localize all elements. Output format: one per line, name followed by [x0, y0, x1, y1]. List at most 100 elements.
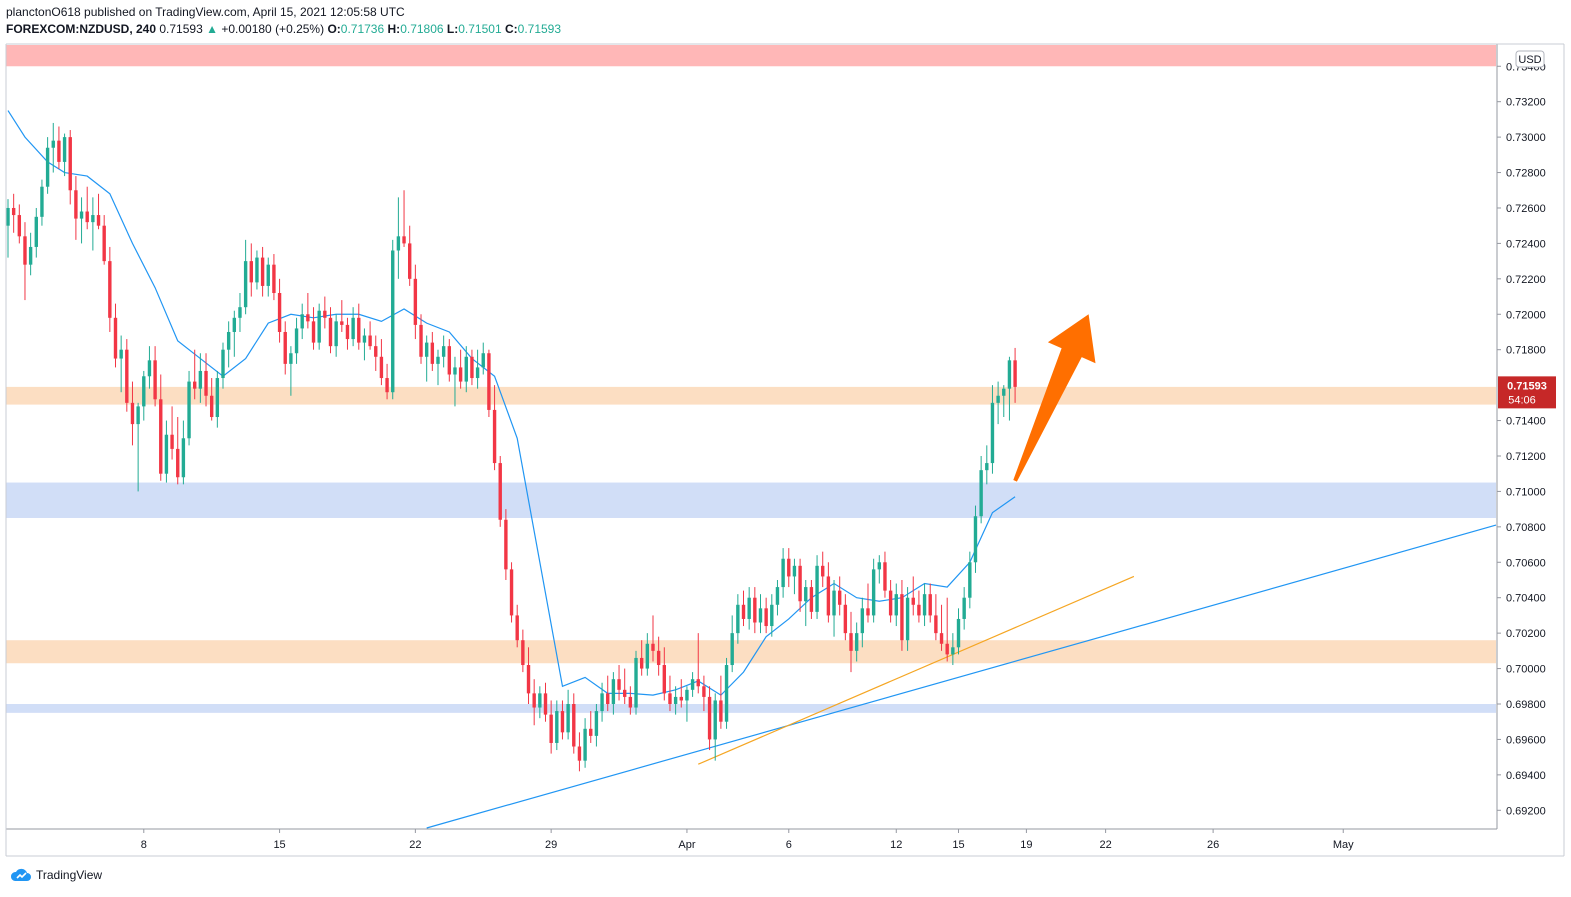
candle-body [905, 597, 910, 641]
candle-body [187, 381, 191, 439]
candle-body [487, 353, 491, 410]
time-tick-label: 12 [890, 839, 902, 851]
candle [226, 321, 231, 368]
candle-body [837, 590, 842, 605]
candle [6, 199, 10, 258]
candle [690, 672, 695, 697]
close-value: 0.71593 [517, 22, 562, 36]
candle-body [764, 608, 768, 627]
candle-body [645, 643, 650, 669]
candle-body [668, 693, 672, 704]
candle [634, 650, 638, 715]
candle [549, 700, 553, 754]
zone-red-0 [6, 45, 1496, 67]
candle [40, 179, 44, 226]
candle-body [113, 317, 118, 359]
currency-badge[interactable]: USD [1515, 50, 1545, 68]
candle [730, 615, 734, 673]
candle-body [85, 211, 89, 223]
price-tick-label: 0.71200 [1506, 451, 1546, 463]
candle-body [345, 324, 350, 340]
moving-average-line [7, 110, 1016, 696]
candle-body [696, 679, 700, 687]
candle-body [294, 328, 299, 354]
candle [1002, 385, 1006, 418]
candle-body [826, 576, 831, 616]
candle [623, 668, 627, 704]
tradingview-brand[interactable]: TradingView [10, 868, 102, 882]
candle [204, 353, 208, 407]
candle-body [142, 376, 146, 407]
candle-body [266, 264, 270, 286]
price-tick-label: 0.69800 [1506, 699, 1546, 711]
candle [736, 594, 740, 644]
candle [159, 374, 163, 481]
candle [424, 335, 429, 382]
candle [821, 551, 825, 588]
candle [990, 385, 995, 474]
candle-body [441, 346, 446, 357]
candle-body [17, 215, 22, 237]
countdown-label: 54:06 [1508, 394, 1536, 406]
candle [249, 243, 253, 297]
candle-body [866, 608, 870, 616]
candle [521, 629, 525, 673]
candle [68, 130, 72, 205]
candle-body [787, 558, 791, 577]
candle [764, 597, 768, 634]
candle [871, 558, 876, 623]
candle [436, 349, 440, 386]
candle-body [515, 615, 519, 641]
candle-body [798, 565, 802, 602]
price-tick-label: 0.71400 [1506, 416, 1546, 428]
candle [113, 303, 118, 368]
candle-body [334, 321, 338, 347]
candle-body [130, 402, 135, 425]
candle [277, 278, 282, 343]
candle-body [402, 236, 406, 244]
low-label: L: [446, 22, 459, 36]
candle [441, 335, 446, 368]
high-label: H: [387, 22, 401, 36]
tradingview-cloud-icon [10, 868, 31, 881]
candle-body [351, 317, 355, 340]
candle-body [396, 236, 401, 251]
candle-body [260, 257, 265, 286]
candle [504, 509, 508, 580]
candle-body [357, 317, 361, 343]
candle-body [577, 746, 582, 761]
candle-body [894, 594, 898, 616]
candle [589, 711, 593, 743]
candle-body [198, 370, 203, 389]
candle-body [628, 696, 633, 708]
candle-body [79, 211, 84, 219]
candle [509, 562, 514, 623]
candle-body [125, 349, 129, 403]
candle [939, 604, 944, 651]
candle-body [883, 562, 887, 591]
candle-body [385, 378, 389, 393]
candle [600, 682, 604, 722]
candle-body [45, 147, 50, 187]
candle [311, 307, 316, 350]
candle [594, 703, 599, 747]
candle [888, 579, 893, 623]
trendline-blue [426, 524, 1497, 829]
time-tick-label: 19 [1020, 839, 1032, 851]
price-tick-label: 0.73000 [1506, 132, 1546, 144]
price-tick-label: 0.70600 [1506, 557, 1546, 569]
price-tick-label: 0.72800 [1506, 168, 1546, 180]
candle-body [804, 587, 808, 602]
candle-body [922, 594, 927, 616]
candle-body [945, 643, 949, 655]
candle [130, 381, 135, 446]
candle-body [662, 665, 667, 694]
candle-body [656, 650, 661, 666]
candle-body [447, 346, 452, 375]
candle-body [102, 225, 106, 262]
candle-body [464, 356, 468, 382]
time-axis: 8 15 22 29 Apr 6 12 15 19 22 26 May [141, 829, 1354, 851]
price-tick-label: 0.69400 [1506, 770, 1546, 782]
candle-body [934, 615, 938, 634]
